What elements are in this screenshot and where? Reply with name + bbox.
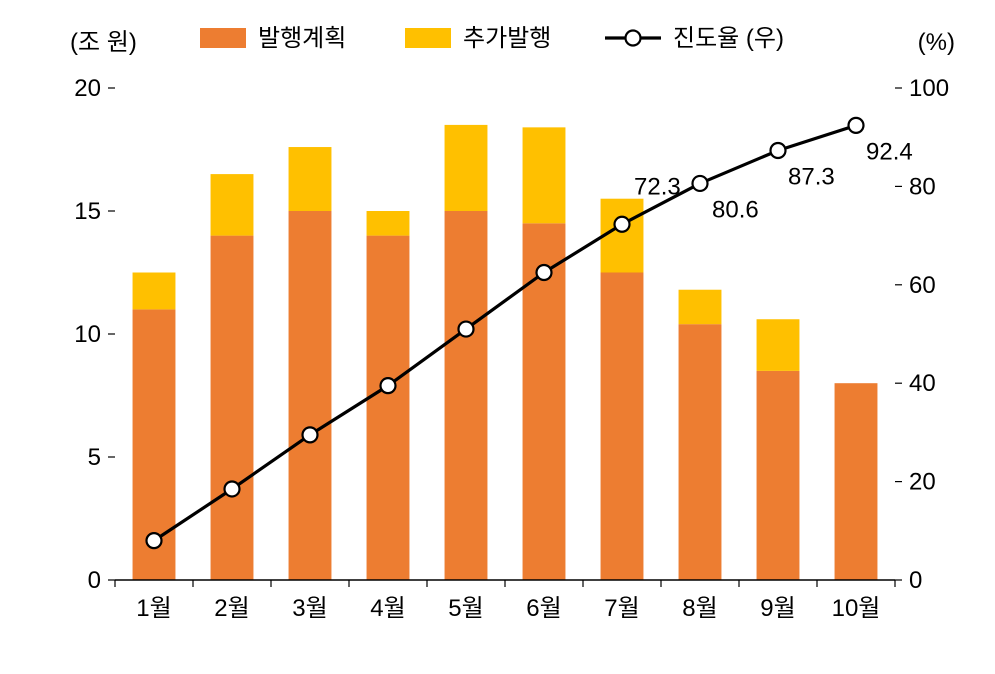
bar-plan [367,236,410,580]
progress-marker [225,481,240,496]
progress-marker [771,143,786,158]
x-tick-label: 5월 [448,595,483,622]
y-right-tick-label: 0 [909,567,922,594]
x-tick-label: 6월 [526,595,561,622]
y-right-tick-label: 80 [909,173,936,200]
y-left-tick-label: 20 [74,75,101,102]
legend-marker [626,31,641,46]
legend-label: 발행계획 [258,25,346,52]
data-label: 80.6 [712,196,759,223]
legend-swatch [405,28,451,48]
data-label: 87.3 [788,163,835,190]
bar-extra [133,273,176,310]
progress-marker [381,378,396,393]
legend-label: 추가발행 [463,25,551,52]
x-tick-label: 10월 [832,595,881,622]
progress-marker [147,533,162,548]
progress-marker [303,427,318,442]
bar-plan [601,273,644,581]
y-left-tick-label: 10 [74,321,101,348]
y-right-tick-label: 40 [909,370,936,397]
x-tick-label: 9월 [760,595,795,622]
x-tick-label: 2월 [214,595,249,622]
bar-extra [679,290,722,324]
progress-marker [849,118,864,133]
bar-extra [523,127,566,223]
chart: (조 원) (%) 발행계획 추가발행 진도율 (우) 0 5 10 15 20 0 20 40 60 80… [0,0,995,674]
bar-plan [835,383,878,580]
progress-marker [693,176,708,191]
progress-marker [615,217,630,232]
legend: 발행계획 추가발행 진도율 (우) [200,25,784,52]
bar-plan [757,371,800,580]
y-left-tick-label: 5 [88,444,101,471]
bar-plan [289,211,332,580]
progress-marker [537,265,552,280]
data-label: 92.4 [866,138,913,165]
chart-svg: (조 원) (%) 발행계획 추가발행 진도율 (우) 0 5 10 15 20 0 20 40 60 80… [0,0,995,674]
bar-extra [601,199,644,273]
y-right-tick-label: 100 [909,75,949,102]
bar-extra [445,125,488,211]
bar-plan [211,236,254,580]
legend-label: 진도율 (우) [673,25,784,52]
x-tick-label: 4월 [370,595,405,622]
legend-swatch [200,28,246,48]
bar-extra [211,174,254,236]
bar-plan [445,211,488,580]
x-tick-label: 8월 [682,595,717,622]
y-right-tick-label: 60 [909,272,936,299]
x-tick-label: 7월 [604,595,639,622]
x-tick-label: 3월 [292,595,327,622]
bar-extra [289,147,332,211]
data-label: 72.3 [634,173,681,200]
bar-extra [367,211,410,236]
y-left-tick-label: 15 [74,198,101,225]
x-tick-label: 1월 [136,595,171,622]
right-axis-label: (%) [918,29,955,56]
left-axis-label: (조 원) [70,29,137,56]
y-left-tick-label: 0 [88,567,101,594]
progress-marker [459,322,474,337]
bar-plan [679,324,722,580]
bar-extra [757,319,800,371]
y-right-tick-label: 20 [909,469,936,496]
